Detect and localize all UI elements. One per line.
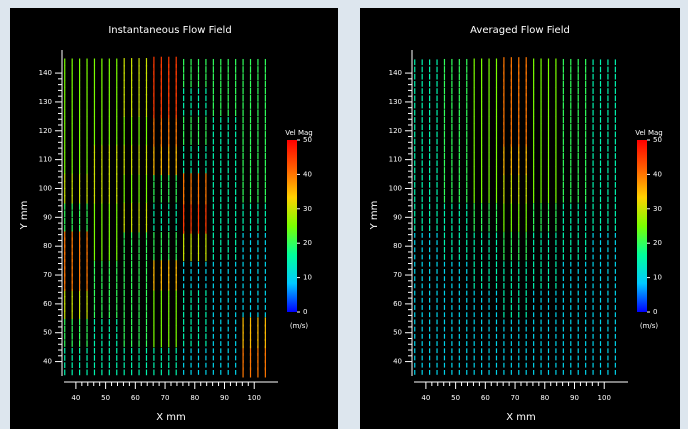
colorbar-tick-label: 40 [303,170,312,178]
x-tick-label: 60 [131,394,140,402]
y-tick-label: 60 [43,300,52,308]
x-axis-label: X mm [506,412,536,423]
colorbar-tick-label: 40 [653,170,662,178]
y-tick-label: 50 [43,329,52,337]
colorbar-tick-label: 10 [653,274,662,282]
y-tick-label: 100 [389,184,402,192]
chart-title: Averaged Flow Field [470,25,570,36]
x-tick-label: 70 [161,394,170,402]
colorbar-tick-label: 30 [303,205,312,213]
colorbar-tick-label: 20 [303,239,312,247]
colorbar-tick-label: 20 [653,239,662,247]
colorbar-tick-label: 30 [653,205,662,213]
y-tick-label: 60 [393,300,402,308]
y-tick-label: 40 [393,358,402,366]
colorbar-tick-label: 50 [303,136,312,144]
colorbar-title: Vel Mag [285,129,313,137]
colorbar-title: Vel Mag [635,129,663,137]
y-tick-label: 120 [39,127,52,135]
y-tick-label: 90 [393,213,402,221]
y-tick-label: 50 [393,329,402,337]
x-tick-label: 100 [598,394,611,402]
colorbar [287,140,297,312]
y-tick-label: 120 [389,127,402,135]
y-tick-label: 40 [43,358,52,366]
x-tick-label: 40 [421,394,430,402]
x-tick-label: 40 [71,394,80,402]
colorbar-tick-label: 10 [303,274,312,282]
y-tick-label: 140 [389,69,402,77]
y-tick-label: 80 [393,242,402,250]
x-axis-label: X mm [156,412,186,423]
y-tick-label: 130 [389,98,402,106]
chart-title: Instantaneous Flow Field [108,25,231,36]
x-tick-label: 60 [481,394,490,402]
y-tick-label: 100 [39,184,52,192]
x-tick-label: 70 [511,394,520,402]
y-tick-label: 110 [389,156,402,164]
y-axis-label: Y mm [369,201,380,231]
colorbar-tick-label: 0 [653,308,657,316]
y-tick-label: 90 [43,213,52,221]
y-tick-label: 140 [39,69,52,77]
x-tick-label: 80 [540,394,549,402]
y-tick-label: 110 [39,156,52,164]
colorbar-unit: (m/s) [290,322,309,330]
x-tick-label: 80 [190,394,199,402]
x-tick-label: 50 [451,394,460,402]
y-tick-label: 80 [43,242,52,250]
colorbar-tick-label: 0 [303,308,307,316]
y-tick-label: 70 [393,271,402,279]
y-axis-label: Y mm [19,201,30,231]
x-tick-label: 50 [101,394,110,402]
panel-right [360,8,680,429]
x-tick-label: 90 [570,394,579,402]
colorbar-tick-label: 50 [653,136,662,144]
x-tick-label: 90 [220,394,229,402]
colorbar [637,140,647,312]
y-tick-label: 130 [39,98,52,106]
colorbar-unit: (m/s) [640,322,659,330]
y-tick-label: 70 [43,271,52,279]
x-tick-label: 100 [248,394,261,402]
